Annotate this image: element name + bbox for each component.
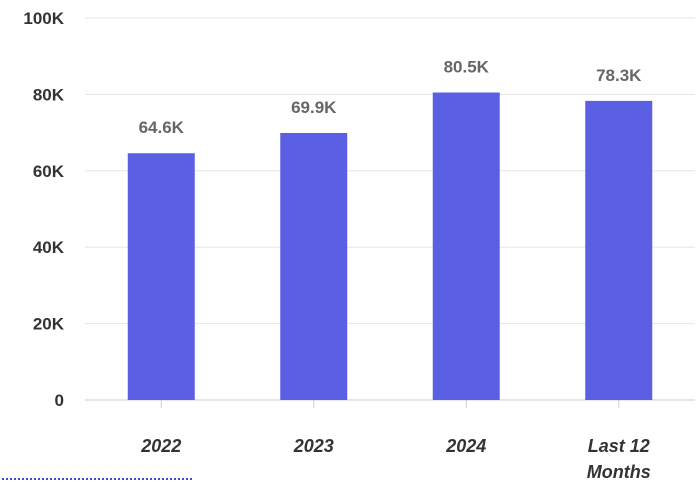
bar bbox=[127, 153, 195, 400]
y-tick-label: 60K bbox=[33, 162, 65, 181]
x-tick-label: Months bbox=[587, 462, 651, 482]
bars bbox=[127, 92, 653, 401]
y-axis-tick-labels: 0 20K 40K 60K 80K 100K bbox=[23, 9, 64, 410]
bar bbox=[585, 100, 653, 401]
bar bbox=[432, 92, 500, 401]
x-tick-label: 2023 bbox=[293, 436, 334, 456]
data-label: 78.3K bbox=[596, 66, 642, 85]
data-label: 69.9K bbox=[291, 98, 337, 117]
y-tick-label: 40K bbox=[33, 238, 65, 257]
x-tick-label: 2024 bbox=[445, 436, 486, 456]
x-tick-label: Last 12 bbox=[588, 436, 650, 456]
footnote-link-fragment bbox=[2, 474, 192, 480]
y-tick-label: 20K bbox=[33, 315, 65, 334]
y-tick-label: 0 bbox=[55, 391, 64, 410]
y-tick-label: 80K bbox=[33, 85, 65, 104]
data-label: 80.5K bbox=[444, 57, 490, 76]
x-axis-tick-labels: 2022 2023 2024 Last 12 Months bbox=[140, 400, 651, 482]
bar bbox=[280, 132, 348, 400]
x-tick-label: 2022 bbox=[140, 436, 181, 456]
data-label: 64.6K bbox=[139, 118, 185, 137]
data-labels: 64.6K 69.9K 80.5K 78.3K bbox=[139, 57, 643, 137]
y-tick-label: 100K bbox=[23, 9, 64, 28]
